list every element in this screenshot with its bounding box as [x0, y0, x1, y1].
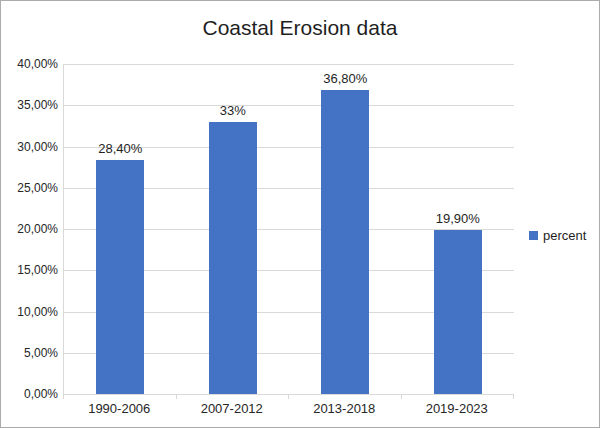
y-axis-tick-label: 35,00% [1, 98, 58, 112]
x-axis-tick [176, 395, 177, 399]
legend: percent [529, 228, 586, 243]
bar-chart: Coastal Erosion data 28,40% 33% 36,80% 19,9… [0, 0, 600, 428]
bar-data-label: 33% [188, 103, 278, 118]
legend-label: percent [543, 228, 586, 243]
plot-area: 28,40% 33% 36,80% 19,90% [63, 64, 514, 395]
chart-title: Coastal Erosion data [1, 14, 599, 42]
bar-data-label: 28,40% [75, 141, 165, 156]
x-axis-tick [401, 395, 402, 399]
bar-1990-2006 [96, 160, 144, 394]
x-axis-tick [63, 395, 64, 399]
y-axis-tick-label: 5,00% [1, 346, 58, 360]
y-axis-tick-label: 0,00% [1, 387, 58, 401]
x-axis-tick [513, 395, 514, 399]
bar-2019-2023 [434, 230, 482, 394]
y-axis-tick-label: 40,00% [1, 57, 58, 71]
gridline [64, 105, 514, 106]
x-axis-category-label: 2007-2012 [176, 401, 289, 416]
y-axis-tick-label: 25,00% [1, 181, 58, 195]
x-axis-category-label: 1990-2006 [63, 401, 176, 416]
y-axis-tick-label: 20,00% [1, 222, 58, 236]
bar-data-label: 36,80% [300, 71, 390, 86]
x-axis-tick [288, 395, 289, 399]
x-axis-category-label: 2019-2023 [401, 401, 514, 416]
bar-2007-2012 [209, 122, 257, 394]
y-axis-tick-label: 30,00% [1, 140, 58, 154]
y-axis-tick-label: 10,00% [1, 305, 58, 319]
bar-data-label: 19,90% [413, 211, 503, 226]
x-axis-category-label: 2013-2018 [288, 401, 401, 416]
legend-swatch-icon [529, 231, 538, 240]
bar-2013-2018 [321, 90, 369, 394]
y-axis-tick-label: 15,00% [1, 263, 58, 277]
gridline [64, 64, 514, 65]
